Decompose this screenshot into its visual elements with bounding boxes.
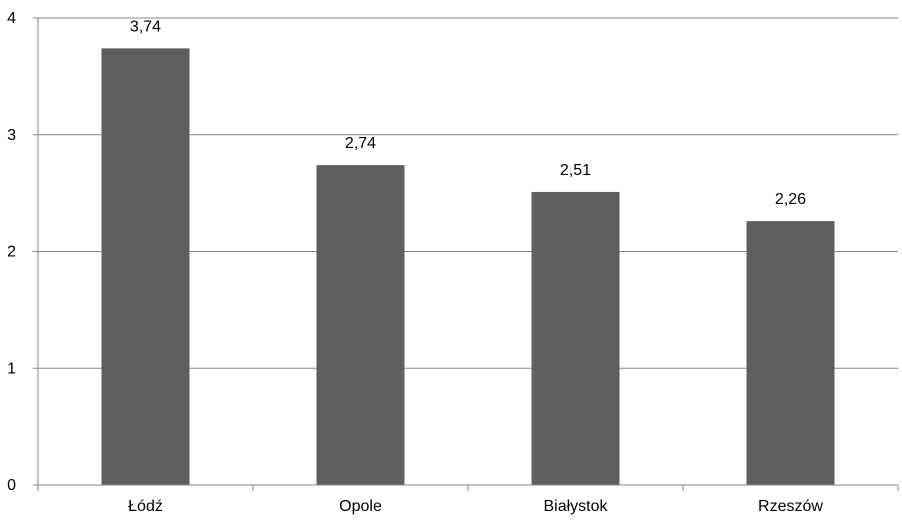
y-tick-label-4: 4 <box>7 10 16 27</box>
bar-1 <box>316 165 405 486</box>
x-axis-tick-labels: Łódź Opole Białystok Rzeszów <box>128 498 823 515</box>
bar-0 <box>101 48 190 485</box>
y-tick-label-1: 1 <box>7 360 16 377</box>
data-labels: 3,74 2,74 2,51 2,26 <box>130 18 806 208</box>
x-tick-label-0: Łódź <box>128 498 163 515</box>
bar-2 <box>531 191 620 485</box>
y-tick-label-3: 3 <box>7 127 16 144</box>
data-label-3: 2,26 <box>775 191 806 208</box>
y-axis-tick-labels: 0 1 2 3 4 <box>7 10 16 494</box>
data-label-2: 2,51 <box>560 162 591 179</box>
data-label-1: 2,74 <box>345 135 376 152</box>
axes <box>33 17 899 491</box>
x-tick-label-1: Opole <box>339 498 382 515</box>
y-tick-label-2: 2 <box>7 244 16 261</box>
bar-3 <box>746 221 835 485</box>
x-tick-label-3: Rzeszów <box>758 498 823 515</box>
data-label-0: 3,74 <box>130 18 161 35</box>
bars <box>101 48 835 486</box>
x-tick-label-2: Białystok <box>543 498 608 515</box>
y-tick-label-0: 0 <box>7 477 16 494</box>
